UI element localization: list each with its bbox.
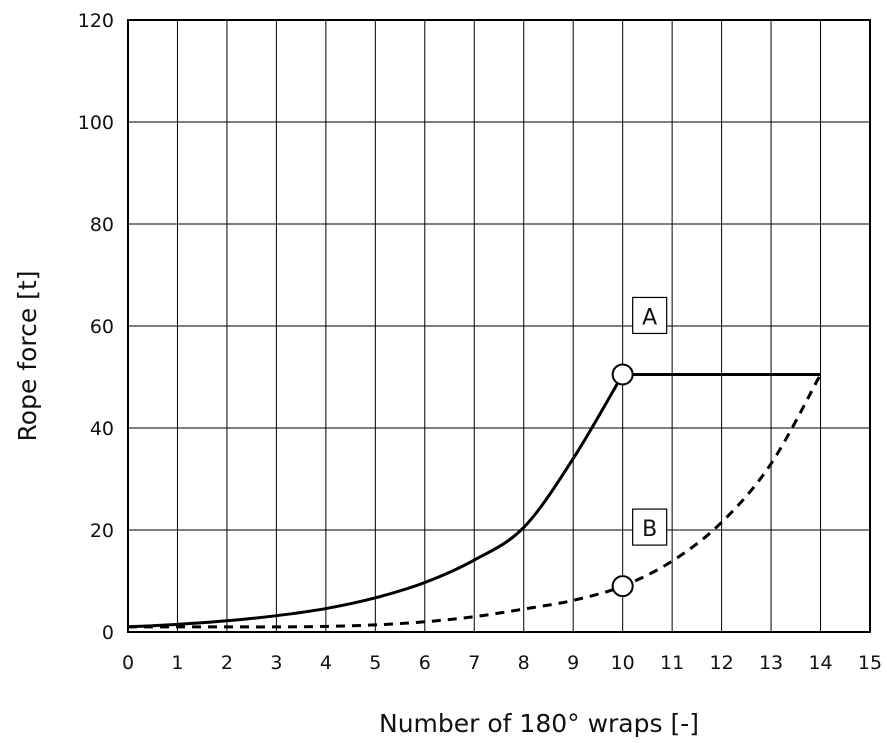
grid-lines: [127, 19, 871, 633]
callout-box-a: [632, 296, 668, 335]
dashed-series-line: [127, 373, 822, 629]
y-tick-label: 120: [78, 10, 114, 32]
plot-frame: [127, 19, 871, 633]
x-tick-label: 14: [808, 652, 832, 674]
x-tick-label: 6: [419, 652, 431, 674]
x-tick-label: 1: [171, 652, 183, 674]
annotations: AB: [611, 296, 668, 598]
y-tick-label: 60: [90, 316, 114, 338]
x-tick-label: 15: [858, 652, 882, 674]
callout-box-b: [632, 508, 668, 546]
callout-label-a: A: [642, 305, 657, 330]
x-axis-title: Number of 180° wraps [-]: [379, 709, 699, 738]
solid-series-line: [127, 372, 821, 629]
x-tick-label: 7: [468, 652, 480, 674]
x-tick-label: 12: [710, 652, 734, 674]
x-tick-label: 4: [320, 652, 332, 674]
y-tick-label: 100: [78, 112, 114, 134]
x-tick-label: 5: [369, 652, 381, 674]
marker-b: [611, 575, 634, 598]
series-lines: [127, 372, 822, 629]
marker-a: [611, 363, 634, 386]
y-axis-title: Rope force [t]: [13, 271, 42, 442]
x-tick-label: 10: [611, 652, 635, 674]
x-tick-label: 0: [122, 652, 134, 674]
y-tick-label: 40: [90, 418, 114, 440]
x-tick-label: 8: [518, 652, 530, 674]
y-tick-label: 80: [90, 214, 114, 236]
y-tick-label: 20: [90, 520, 114, 542]
x-tick-label: 2: [221, 652, 233, 674]
x-tick-label: 9: [567, 652, 579, 674]
x-tick-label: 13: [759, 652, 783, 674]
x-tick-label: 3: [270, 652, 282, 674]
x-tick-label: 11: [660, 652, 684, 674]
callout-label-b: B: [642, 517, 657, 542]
y-tick-label: 0: [102, 622, 114, 644]
